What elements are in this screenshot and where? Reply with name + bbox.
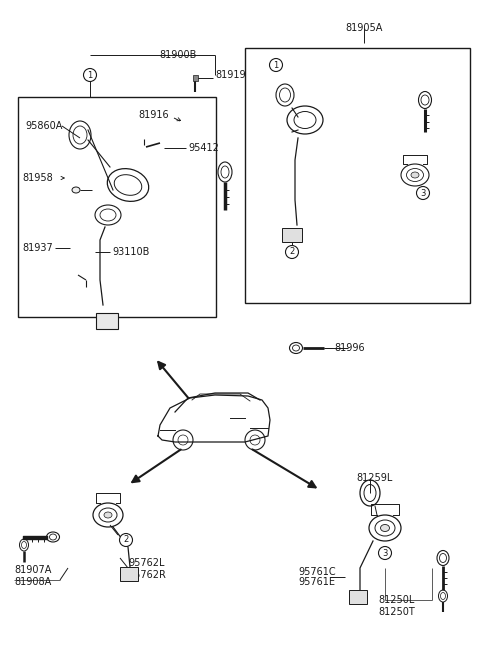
Ellipse shape [381, 525, 389, 531]
Bar [96, 313, 118, 329]
Bar [282, 228, 302, 242]
Bar [120, 567, 138, 581]
Text: 81259L: 81259L [356, 473, 392, 483]
Text: 3: 3 [382, 548, 388, 557]
Ellipse shape [72, 187, 80, 193]
Text: 95761C: 95761C [298, 567, 336, 577]
Text: 1: 1 [87, 71, 93, 79]
Bar [349, 590, 367, 604]
Circle shape [286, 246, 299, 259]
Text: 81900B: 81900B [159, 50, 197, 60]
Text: 95761E: 95761E [298, 577, 335, 587]
Text: 81919: 81919 [215, 70, 246, 80]
Ellipse shape [411, 172, 419, 178]
Text: 1: 1 [274, 60, 278, 69]
Text: 81907A: 81907A [14, 565, 51, 575]
Text: 95412: 95412 [188, 143, 219, 153]
Ellipse shape [104, 512, 112, 518]
Text: 81937: 81937 [22, 243, 53, 253]
Circle shape [379, 546, 392, 559]
Text: 93110B: 93110B [112, 247, 149, 257]
Text: 81996: 81996 [334, 343, 365, 353]
Text: 95762R: 95762R [128, 570, 166, 580]
Bar [245, 48, 470, 303]
Text: 81908A: 81908A [14, 577, 51, 587]
Circle shape [417, 187, 430, 200]
Circle shape [269, 58, 283, 71]
Text: 95860A: 95860A [25, 121, 62, 131]
Text: 2: 2 [123, 536, 129, 544]
Circle shape [120, 534, 132, 546]
Polygon shape [158, 395, 270, 442]
Bar [18, 97, 216, 317]
Text: 81250L: 81250L [378, 595, 414, 605]
Text: 81905A: 81905A [345, 23, 383, 33]
Text: 81250T: 81250T [378, 607, 415, 617]
Text: 2: 2 [289, 248, 295, 257]
Text: 81958: 81958 [22, 173, 53, 183]
Bar [193, 75, 198, 81]
Text: 3: 3 [420, 189, 426, 198]
Text: 95762L: 95762L [128, 558, 165, 568]
Text: 81916: 81916 [138, 110, 168, 120]
Circle shape [84, 69, 96, 81]
